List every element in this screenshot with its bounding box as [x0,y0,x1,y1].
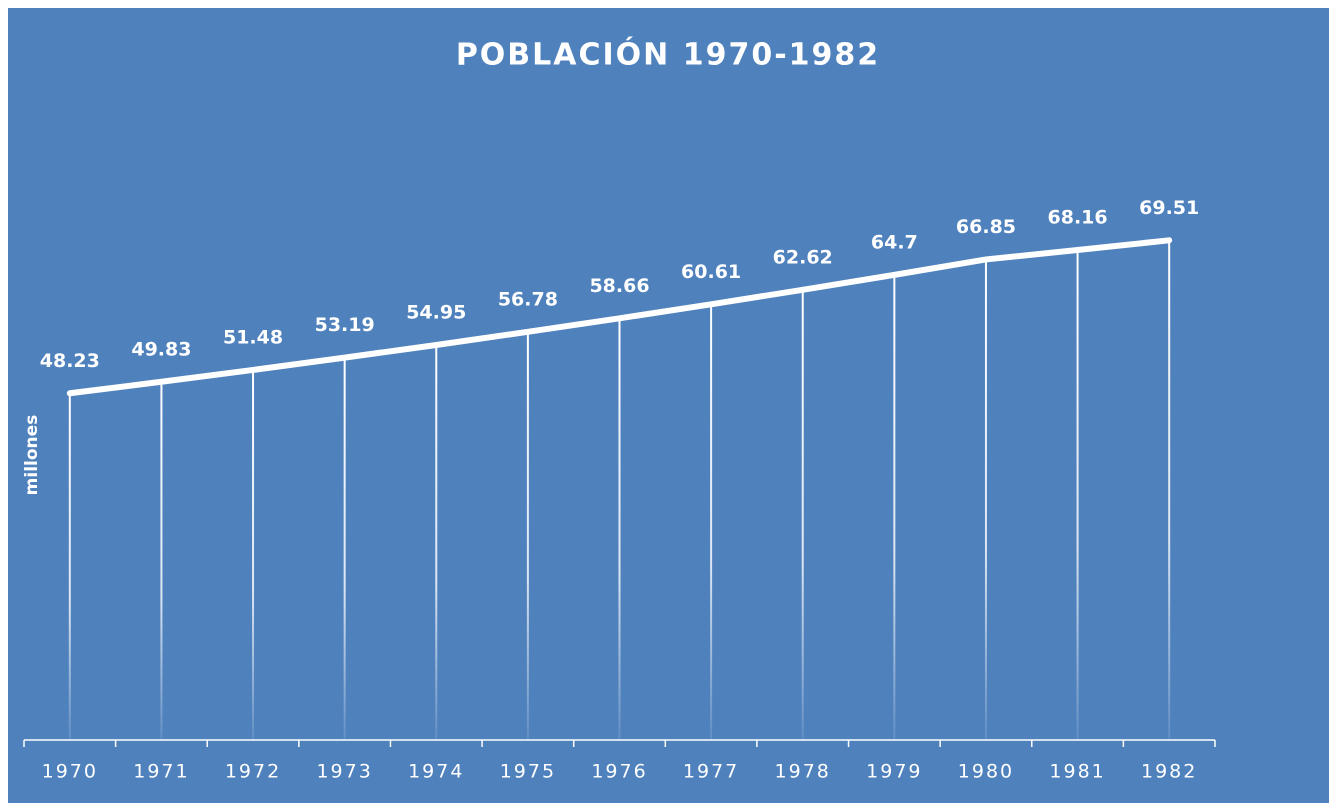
y-axis-label: millones [22,415,42,496]
data-label: 53.19 [315,314,375,336]
drop-line [801,289,804,740]
drop-line [893,274,896,740]
x-tick-label: 1976 [591,761,647,783]
drop-line [435,344,438,740]
x-tick-label: 1972 [225,761,281,783]
drop-line [252,369,255,740]
data-label: 54.95 [406,301,466,323]
x-tick-label: 1982 [1141,761,1197,783]
x-tick-label: 1970 [42,761,98,783]
chart-background [8,8,1329,803]
drop-line [984,259,987,740]
data-line [66,237,1173,397]
x-tick-label: 1979 [866,761,922,783]
x-tick-label: 1971 [133,761,189,783]
x-tick-label: 1973 [316,761,372,783]
data-label: 64.7 [871,231,918,253]
data-label: 68.16 [1048,207,1108,229]
data-label: 66.85 [956,216,1016,238]
x-tick-label: 1974 [408,761,464,783]
x-tick-label: 1981 [1049,761,1105,783]
drop-line [343,357,346,740]
data-label: 58.66 [589,275,649,297]
x-tick-label: 1980 [958,761,1014,783]
data-label: 48.23 [40,350,100,372]
data-label: 62.62 [773,246,833,268]
drop-line [1076,250,1079,740]
data-label: 60.61 [681,261,741,283]
drop-line [710,304,713,740]
x-tick-label: 1978 [775,761,831,783]
x-tick-label: 1975 [500,761,556,783]
data-label: 56.78 [498,288,558,310]
drop-line [160,381,163,740]
drop-line [68,393,71,740]
drop-line [618,318,621,740]
drop-line [526,331,529,740]
drop-line [1168,240,1171,740]
data-label: 49.83 [131,338,191,360]
x-tick-label: 1977 [683,761,739,783]
chart-title: POBLACIÓN 1970-1982 [456,36,880,73]
data-label: 69.51 [1139,197,1199,219]
data-label: 51.48 [223,326,283,348]
